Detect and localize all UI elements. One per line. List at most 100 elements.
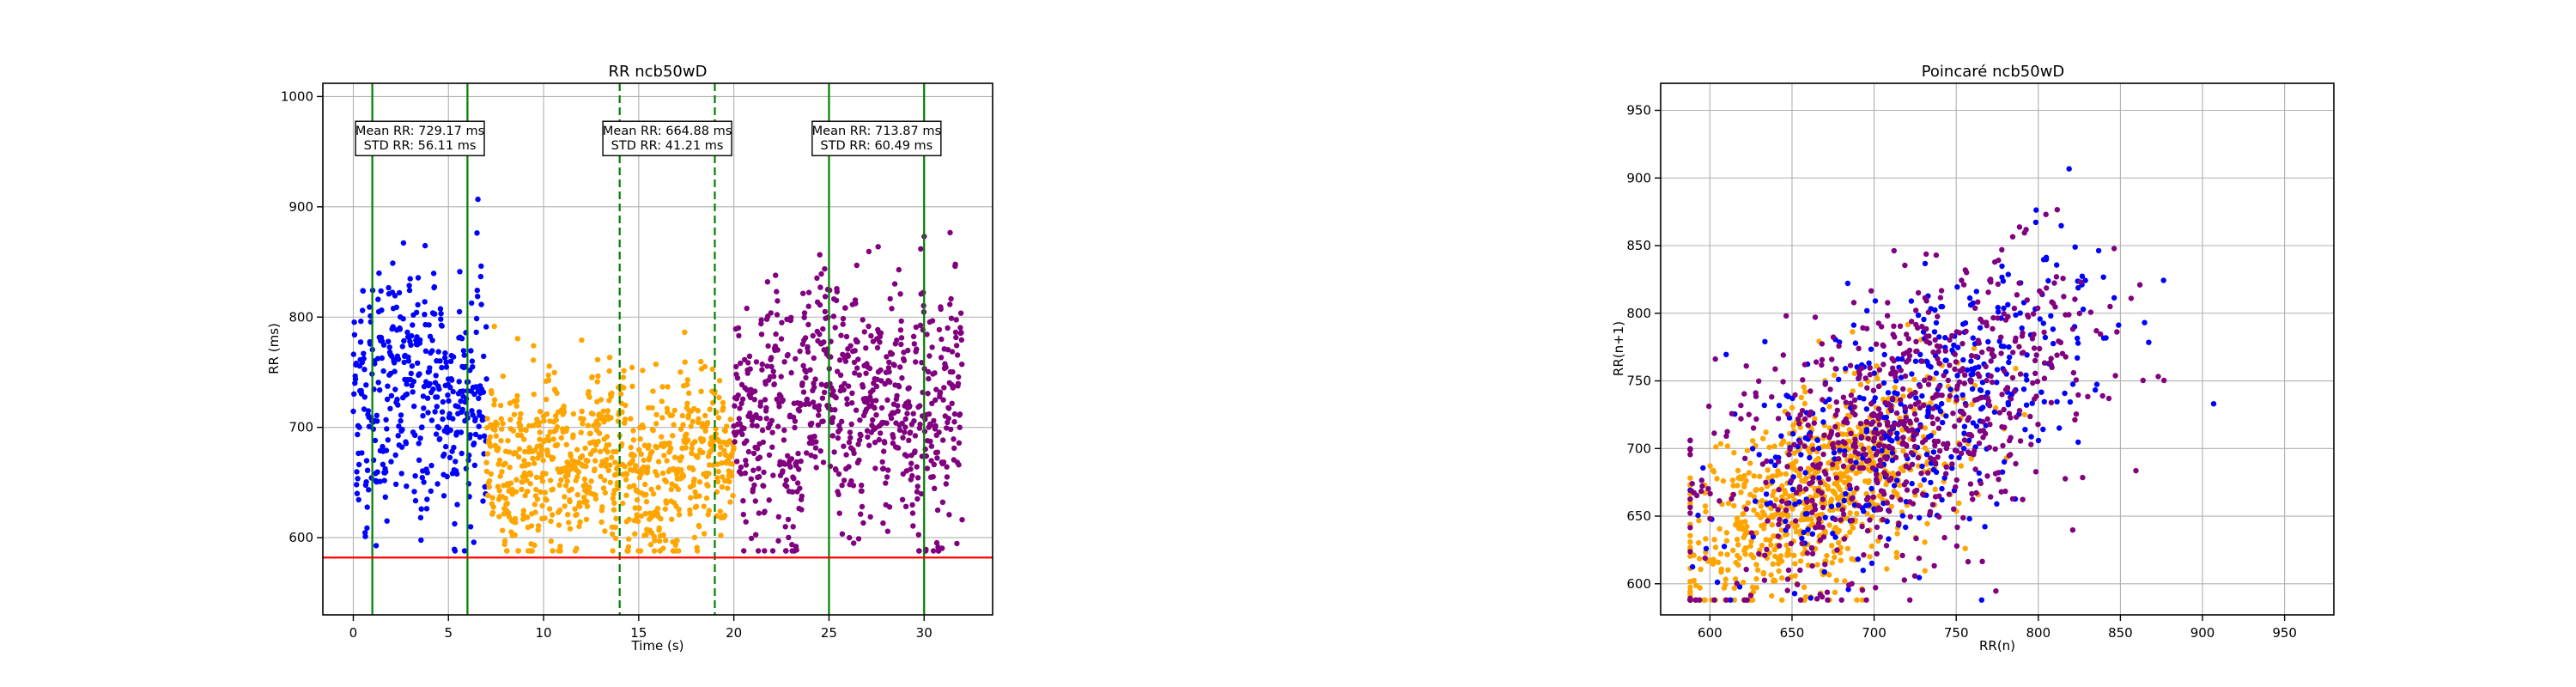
rr-point — [601, 419, 607, 425]
poincare-point — [1830, 334, 1837, 340]
rr-point — [917, 403, 923, 409]
rr-point — [853, 301, 859, 307]
rr-point — [676, 548, 682, 554]
poincare-point — [1930, 405, 1936, 411]
rr-point — [636, 505, 642, 511]
poincare-point — [2031, 331, 2037, 337]
rr-point — [851, 359, 858, 366]
poincare-point — [2001, 344, 2007, 350]
rr-point — [461, 548, 468, 554]
rr-point — [471, 462, 478, 468]
rr-point — [835, 471, 842, 477]
rr-point — [702, 363, 708, 370]
rr-point — [698, 388, 704, 394]
poincare-point — [1738, 402, 1744, 409]
poincare-point — [1811, 420, 1817, 426]
poincare-point — [1816, 516, 1822, 522]
rr-point — [551, 369, 557, 375]
rr-point — [577, 503, 583, 509]
poincare-point — [1957, 441, 1963, 447]
poincare-point — [1793, 529, 1800, 535]
poincare-point — [1687, 447, 1693, 453]
poincare-point — [1791, 450, 1797, 456]
poincare-point — [1923, 298, 1929, 304]
rr-point — [956, 440, 963, 446]
poincare-point — [1723, 433, 1729, 439]
rr-point — [750, 467, 756, 473]
rr-point — [528, 523, 535, 529]
poincare-point — [1968, 353, 1975, 359]
poincare-point — [1812, 314, 1819, 320]
poincare-point — [1760, 571, 1766, 577]
rr-point — [580, 416, 586, 423]
poincare-point — [1893, 550, 1899, 556]
poincare-point — [2066, 166, 2072, 172]
rr-point — [660, 532, 666, 538]
rr-point — [380, 443, 386, 450]
poincare-point — [1848, 392, 1855, 398]
poincare-point — [1845, 587, 1851, 593]
poincare-point — [1689, 563, 1696, 570]
rr-point — [363, 458, 370, 464]
poincare-point — [1796, 471, 1802, 477]
rr-point — [388, 459, 394, 465]
rr-point — [592, 466, 598, 472]
rr-point — [454, 502, 460, 508]
rr-point — [481, 353, 487, 360]
x-tick-label: 30 — [916, 625, 933, 641]
rr-point — [891, 281, 898, 287]
rr-point — [646, 442, 652, 448]
y-tick-label: 850 — [1626, 238, 1651, 253]
rr-point — [513, 398, 520, 404]
rr-point — [671, 407, 677, 414]
y-tick-label: 750 — [1626, 374, 1651, 389]
poincare-point — [1809, 531, 1815, 537]
poincare-point — [1946, 491, 1953, 497]
poincare-point — [1838, 557, 1844, 563]
rr-point — [493, 433, 499, 439]
rr-point — [610, 531, 616, 538]
rr-point — [539, 502, 545, 509]
poincare-point — [1753, 416, 1759, 423]
rr-point — [354, 469, 360, 475]
poincare-point — [1884, 313, 1891, 319]
poincare-chart: Poincaré ncb50wD 600 650 700 750 800 850 900 95… — [1611, 63, 2335, 654]
poincare-point — [2054, 207, 2060, 213]
rr-point — [600, 414, 606, 421]
poincare-point — [1790, 462, 1796, 468]
poincare-point — [1970, 300, 1976, 307]
poincare-point — [1833, 475, 1840, 481]
poincare-point — [1801, 416, 1808, 423]
poincare-point — [1972, 466, 1978, 472]
y-tick-label: 950 — [1626, 103, 1651, 119]
poincare-point — [2067, 398, 2074, 405]
poincare-point — [1801, 529, 1807, 536]
poincare-point — [1922, 425, 1929, 431]
rr-point — [422, 299, 428, 305]
x-tick-label: 800 — [2026, 625, 2050, 641]
rr-point — [886, 504, 893, 510]
poincare-point — [1959, 341, 1965, 347]
poincare-point — [1898, 368, 1904, 374]
poincare-point — [1906, 353, 1913, 359]
poincare-point — [1984, 390, 1991, 396]
poincare-point — [1909, 319, 1915, 325]
poincare-point — [1807, 433, 1814, 439]
poincare-point — [1761, 402, 1767, 409]
rr-point — [750, 423, 756, 429]
rr-point — [950, 383, 957, 389]
poincare-point — [1962, 545, 1968, 551]
rr-point — [953, 343, 960, 349]
rr-point — [495, 445, 501, 452]
poincare-point — [1901, 419, 1908, 425]
rr-point — [925, 368, 932, 375]
rr-point — [958, 330, 964, 336]
poincare-point — [1887, 430, 1893, 437]
rr-point — [599, 504, 605, 510]
rr-point — [835, 491, 841, 497]
rr-point — [799, 493, 805, 499]
rr-points — [350, 196, 965, 554]
poincare-point — [1904, 425, 1910, 432]
rr-point — [460, 348, 467, 354]
